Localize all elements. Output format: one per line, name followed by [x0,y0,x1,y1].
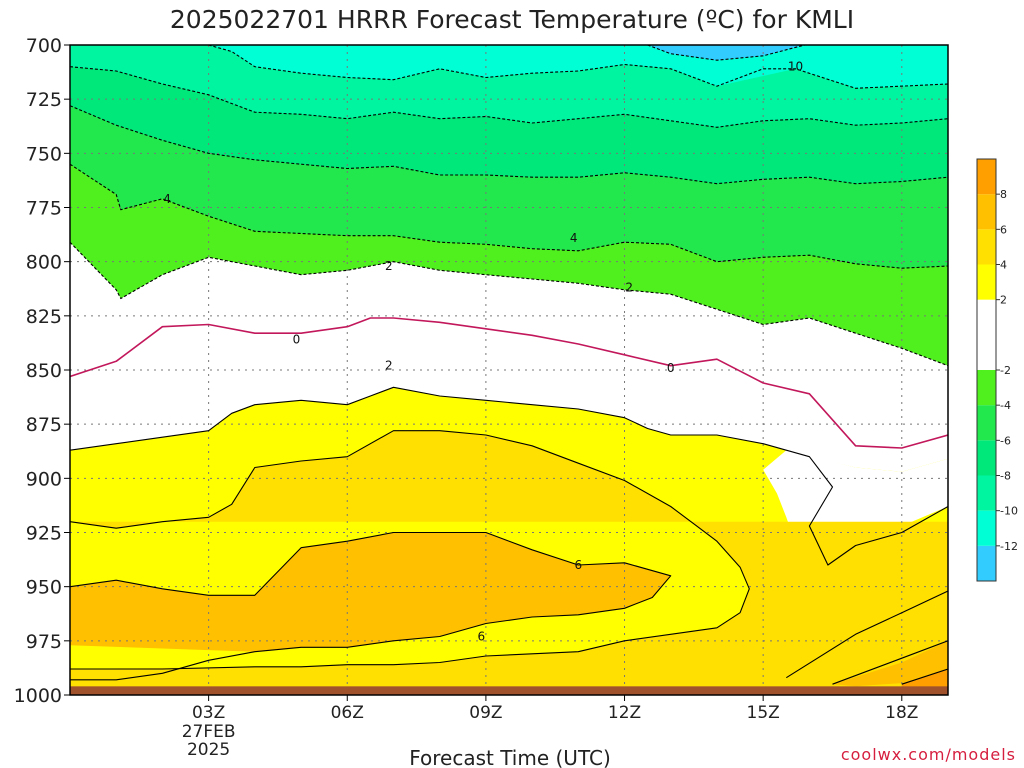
contour-label-4: 2 [625,281,633,295]
colorbar-tick-label-4: -2 [1000,364,1011,377]
contour-label-5: 0 [293,333,301,347]
y-axis: 700 725 750 775 800 825 850 875 900 925 950 975 1000 [14,35,70,707]
chart-title: 2025022701 HRRR Forecast Temperature (ºC… [170,5,854,34]
x-tick-label-4: 15Z [747,703,780,723]
credit-text: coolwx.com/models [841,745,1016,764]
colorbar: 8 6 4 2 -2 -4 -6 -8 -10 -12 [976,158,1018,582]
contour-label-1: 4 [163,192,171,206]
y-tick-label-12: 1000 [14,685,62,707]
contour-line-10 [786,590,948,679]
contour-lines [70,45,948,685]
contour-label-7: 2 [385,359,393,373]
y-tick-label-9: 925 [26,523,62,545]
contour-line-7 [70,386,948,566]
contour-line-9 [70,531,672,681]
fill-region-2 [647,45,805,61]
colorbar-bin-6 [977,299,996,370]
colorbar-tick-label-5: -4 [1000,399,1011,412]
x-axis-label: Forecast Time (UTC) [409,746,611,768]
fill-region-13 [832,640,948,687]
x-tick-label-0: 03Z [192,703,225,723]
x-tick-sublabel-0-1: 2025 [187,740,230,760]
x-tick-label-5: 18Z [885,703,918,723]
colorbar-tick-label-0: 8 [1000,188,1007,201]
colorbar-tick-label-8: -10 [1000,505,1018,518]
contour-line-2 [70,66,948,128]
contour-line-6 [70,317,948,449]
contour-line-11 [832,640,948,685]
colorbar-bin-4 [977,405,996,441]
colorbar-bin-1 [977,510,996,546]
colorbar-tick-label-2: 4 [1000,259,1007,272]
y-tick-label-6: 850 [26,360,62,382]
colorbar-bin-7 [977,264,996,300]
contour-label-3: 2 [385,259,393,273]
contour-line-4 [70,163,948,269]
y-tick-label-0: 700 [26,35,62,57]
y-tick-label-5: 825 [26,306,62,328]
contour-label-8: 6 [574,558,582,572]
contour-label-2: 4 [570,231,578,245]
colorbar-tick-label-6: -6 [1000,434,1011,447]
colorbar-tick-label-7: -8 [1000,470,1011,483]
colorbar-tick-label-9: -12 [1000,540,1018,553]
colorbar-bin-10 [977,159,996,195]
colorbar-bin-0 [977,545,996,581]
surface-ground-band [70,686,948,695]
contour-labels: 10 4 4 2 2 0 0 2 6 6 [163,60,803,644]
y-tick-label-4: 800 [26,252,62,274]
y-tick-label-2: 750 [26,143,62,165]
y-tick-label-1: 725 [26,89,62,111]
contour-label-9: 6 [477,630,485,644]
fill-region-9 [70,430,948,695]
contour-line-0 [208,45,948,89]
contour-line-5 [70,241,948,367]
contour-line-1 [647,45,805,61]
y-tick-label-7: 875 [26,414,62,436]
contour-line-8 [70,430,750,670]
x-tick-label-3: 12Z [608,703,641,723]
colorbar-bin-9 [977,194,996,230]
y-tick-label-3: 775 [26,198,62,220]
colorbar-tick-label-1: 6 [1000,223,1007,236]
x-tick-sublabel-0-0: 27FEB [182,722,236,742]
x-tick-label-2: 09Z [469,703,502,723]
colorbar-bin-2 [977,475,996,511]
contour-label-6: 0 [667,361,675,375]
y-tick-label-10: 950 [26,577,62,599]
y-tick-label-11: 975 [26,631,62,653]
colorbar-bin-5 [977,370,996,406]
contour-label-0: 10 [788,60,803,74]
x-tick-label-1: 06Z [331,703,364,723]
colorbar-tick-label-3: 2 [1000,294,1007,307]
y-tick-label-8: 900 [26,468,62,490]
colorbar-bin-8 [977,229,996,265]
fill-region-11 [70,532,671,652]
contour-line-3 [70,105,948,185]
contour-fills [70,45,948,695]
contour-line-12 [901,668,948,685]
colorbar-bin-3 [977,440,996,476]
